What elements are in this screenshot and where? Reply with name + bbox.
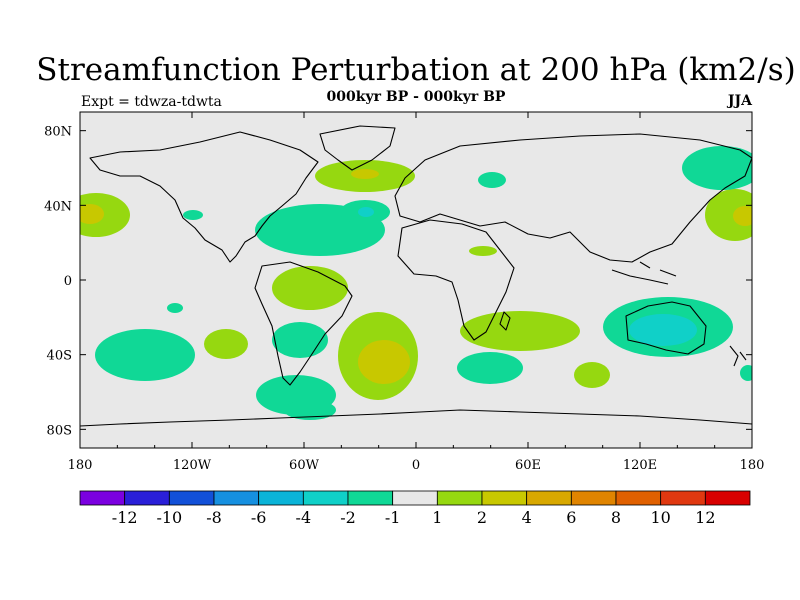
coastline-south-america <box>254 261 353 386</box>
contour-region <box>478 172 506 188</box>
colorbar-label: 8 <box>611 508 621 527</box>
contour-region <box>284 400 336 420</box>
contour-region <box>740 365 752 381</box>
longitude-axis: 180 120W 60W 0 60E 120E 180 <box>68 112 765 473</box>
colorbar-swatch <box>526 490 572 506</box>
contour-region <box>358 340 410 384</box>
colorbar-swatch <box>481 490 528 506</box>
lat-tick-label: 0 <box>64 274 72 289</box>
colorbar-swatch <box>124 490 170 506</box>
colorbar-label: 4 <box>522 508 532 527</box>
colorbar-label: -12 <box>112 508 138 527</box>
coastline-madagascar <box>499 311 511 331</box>
colorbar-label: 6 <box>566 508 576 527</box>
colorbar-label: -6 <box>251 508 267 527</box>
coastline-indonesia <box>611 261 677 285</box>
lat-tick-label: 40S <box>47 349 72 364</box>
lon-tick-label: 60E <box>515 458 541 473</box>
coastlines <box>80 125 752 427</box>
colorbar-swatch <box>347 490 394 506</box>
colorbar-swatch <box>704 490 751 506</box>
contour-region <box>469 246 497 256</box>
colorbar-label: -1 <box>385 508 401 527</box>
colorbar-label: -10 <box>156 508 182 527</box>
coastline-africa <box>397 219 515 341</box>
season-label: JJA <box>727 93 752 109</box>
contour-region <box>705 189 752 241</box>
coastline-eurasia <box>394 133 752 263</box>
colorbar-label: 10 <box>650 508 670 527</box>
colorbar-label: 1 <box>432 508 442 527</box>
plot-title: Streamfunction Perturbation at 200 hPa (… <box>36 52 796 88</box>
colorbar: -12 -10 -8 -6 -4 -2 -1 1 2 4 6 8 10 12 <box>79 490 751 527</box>
colorbar-swatch <box>436 490 483 506</box>
lon-tick-label: 120E <box>623 458 657 473</box>
coastline-north-america <box>89 131 319 263</box>
coastline-antarctica <box>80 409 752 427</box>
colorbar-swatch <box>168 490 215 506</box>
lat-tick-label: 80S <box>47 423 72 438</box>
colorbar-label: -8 <box>206 508 222 527</box>
contour-region <box>460 311 580 351</box>
contour-region <box>204 329 248 359</box>
coastline-greenland <box>319 125 396 171</box>
contour-region <box>272 266 348 310</box>
lon-tick-label: 0 <box>412 458 420 473</box>
lon-tick-label: 180 <box>740 458 765 473</box>
contour-region <box>682 146 752 190</box>
colorbar-swatch <box>615 490 662 506</box>
colorbar-swatch <box>570 490 617 506</box>
coastline-new-zealand <box>729 345 747 367</box>
contour-region <box>629 314 697 346</box>
contour-region <box>167 303 183 313</box>
lat-tick-label: 80N <box>44 125 72 140</box>
colorbar-swatch <box>79 490 126 506</box>
colorbar-swatch <box>213 490 260 506</box>
experiment-label: Expt = tdwza-tdwta <box>81 94 222 110</box>
contour-region <box>358 207 374 217</box>
lon-tick-label: 60W <box>289 458 320 473</box>
plot-subtitle: 000kyr BP - 000kyr BP <box>326 89 506 105</box>
colorbar-label: 12 <box>695 508 715 527</box>
contour-region <box>183 210 203 220</box>
colorbar-swatch <box>660 490 706 506</box>
contour-region <box>95 329 195 381</box>
coastline-australia <box>625 301 707 355</box>
contour-region <box>574 362 610 388</box>
colorbar-swatch <box>302 490 349 506</box>
colorbar-label: -4 <box>296 508 312 527</box>
contour-region <box>80 204 104 224</box>
colorbar-swatch <box>258 490 304 506</box>
contour-region <box>272 322 328 358</box>
latitude-axis: 80N 40N 0 40S 80S <box>44 125 752 438</box>
lon-tick-label: 180 <box>68 458 93 473</box>
contour-region <box>80 193 130 237</box>
contour-fill-regions <box>80 146 752 420</box>
colorbar-swatch <box>392 490 438 506</box>
lon-tick-label: 120W <box>173 458 212 473</box>
contour-region <box>733 206 752 226</box>
lat-tick-label: 40N <box>44 199 72 214</box>
colorbar-label: -2 <box>340 508 356 527</box>
contour-region <box>457 352 523 384</box>
colorbar-label: 2 <box>477 508 487 527</box>
contour-region <box>351 169 379 179</box>
